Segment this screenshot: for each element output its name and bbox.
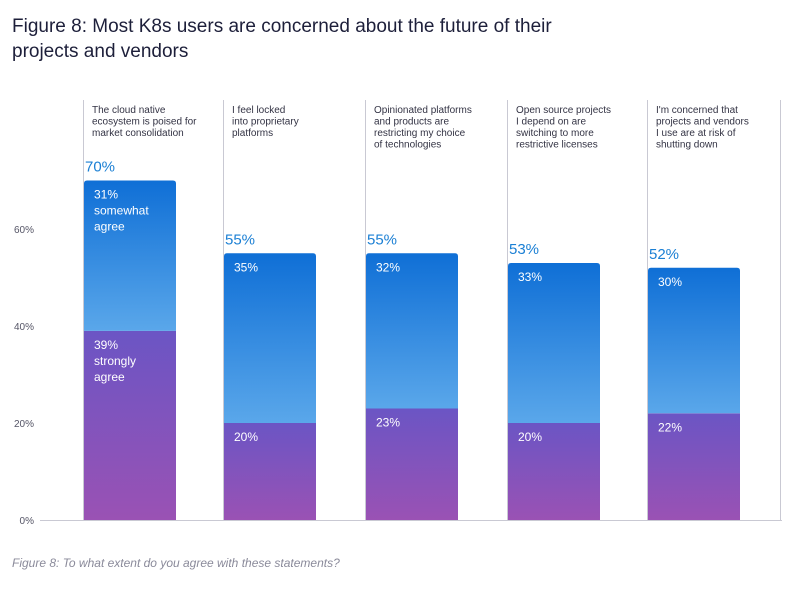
- category-label-line: I use are at risk of: [656, 128, 736, 139]
- y-tick-label: 20%: [14, 419, 34, 430]
- segment-value: 30%: [658, 275, 682, 289]
- category-label: The cloud native ecosystem is poised for m…: [92, 105, 197, 139]
- bar-total-label: 55%: [367, 231, 397, 248]
- category-label-line: restricting my choice: [374, 128, 466, 139]
- category-label-line: into proprietary: [232, 117, 299, 128]
- segment-label-somewhat: 32%: [376, 260, 400, 274]
- bar-total-label: 53%: [509, 241, 539, 258]
- category-label-line: Open source projects: [516, 105, 611, 116]
- segment-caption: agree: [94, 220, 125, 234]
- bar-total-label: 70%: [85, 159, 115, 176]
- chart-title: Figure 8: Most K8s users are concerned a…: [12, 16, 552, 62]
- bar-segment-strongly-agree: [366, 408, 458, 520]
- bar-segment-somewhat-agree: [84, 180, 176, 331]
- segment-label-strongly: 20%: [518, 430, 542, 444]
- segment-caption: agree: [94, 370, 125, 384]
- bar-segment-somewhat-agree: [508, 262, 600, 423]
- bar-segment-strongly-agree: [84, 330, 176, 520]
- bar-total-label: 52%: [649, 246, 679, 263]
- segment-value: 39%: [94, 338, 118, 352]
- y-tick-label: 60%: [14, 225, 34, 236]
- bar-total-label: 55%: [225, 231, 255, 248]
- category-label-line: market consolidation: [92, 128, 184, 139]
- segment-value: 33%: [518, 270, 542, 284]
- segment-value: 20%: [518, 430, 542, 444]
- bar-segment-strongly-agree: [508, 423, 600, 520]
- category-label-line: restrictive licenses: [516, 140, 598, 151]
- category-label-line: I'm concerned that: [656, 105, 738, 116]
- category-label: I feel locked into proprietary platforms: [232, 105, 299, 139]
- bar-segment-strongly-agree: [648, 413, 740, 520]
- segment-caption: somewhat: [94, 204, 149, 218]
- segment-value: 31%: [94, 188, 118, 202]
- category-label-line: I depend on are: [516, 117, 586, 128]
- segment-label-somewhat: 31% somewhat agree: [94, 188, 149, 234]
- y-tick-label: 40%: [14, 322, 34, 333]
- category-label-line: ecosystem is poised for: [92, 117, 197, 128]
- bar-segment-somewhat-agree: [648, 267, 740, 414]
- category-label-line: of technologies: [374, 140, 441, 151]
- category-label-line: Opinionated platforms: [374, 105, 472, 116]
- category-label-line: The cloud native: [92, 105, 166, 116]
- bar-segment-somewhat-agree: [366, 253, 458, 409]
- category-label-line: switching to more: [516, 128, 594, 139]
- category-label: Opinionated platforms and products are res…: [374, 105, 472, 151]
- segment-value: 20%: [234, 430, 258, 444]
- segment-label-strongly: 39% strongly agree: [94, 338, 136, 384]
- segment-label-strongly: 20%: [234, 430, 258, 444]
- segment-label-somewhat: 30%: [658, 275, 682, 289]
- category-label: I'm concerned that projects and vendors I …: [656, 105, 749, 151]
- category-label-line: projects and vendors: [656, 117, 749, 128]
- y-tick-label: 0%: [20, 516, 35, 527]
- segment-value: 23%: [376, 415, 400, 429]
- category-label: Open source projects I depend on are switc…: [516, 105, 611, 151]
- segment-label-somewhat: 35%: [234, 260, 258, 274]
- category-label-line: I feel locked: [232, 105, 285, 116]
- category-label-line: and products are: [374, 117, 449, 128]
- segment-caption: strongly: [94, 354, 136, 368]
- bar-segment-strongly-agree: [224, 423, 316, 520]
- segment-label-somewhat: 33%: [518, 270, 542, 284]
- segment-value: 35%: [234, 260, 258, 274]
- segment-label-strongly: 23%: [376, 415, 400, 429]
- bar-segment-somewhat-agree: [224, 253, 316, 423]
- segment-value: 22%: [658, 420, 682, 434]
- category-label-line: shutting down: [656, 140, 718, 151]
- category-label-line: platforms: [232, 128, 273, 139]
- segment-value: 32%: [376, 260, 400, 274]
- segment-label-strongly: 22%: [658, 420, 682, 434]
- chart-caption: Figure 8: To what extent do you agree wi…: [12, 556, 340, 570]
